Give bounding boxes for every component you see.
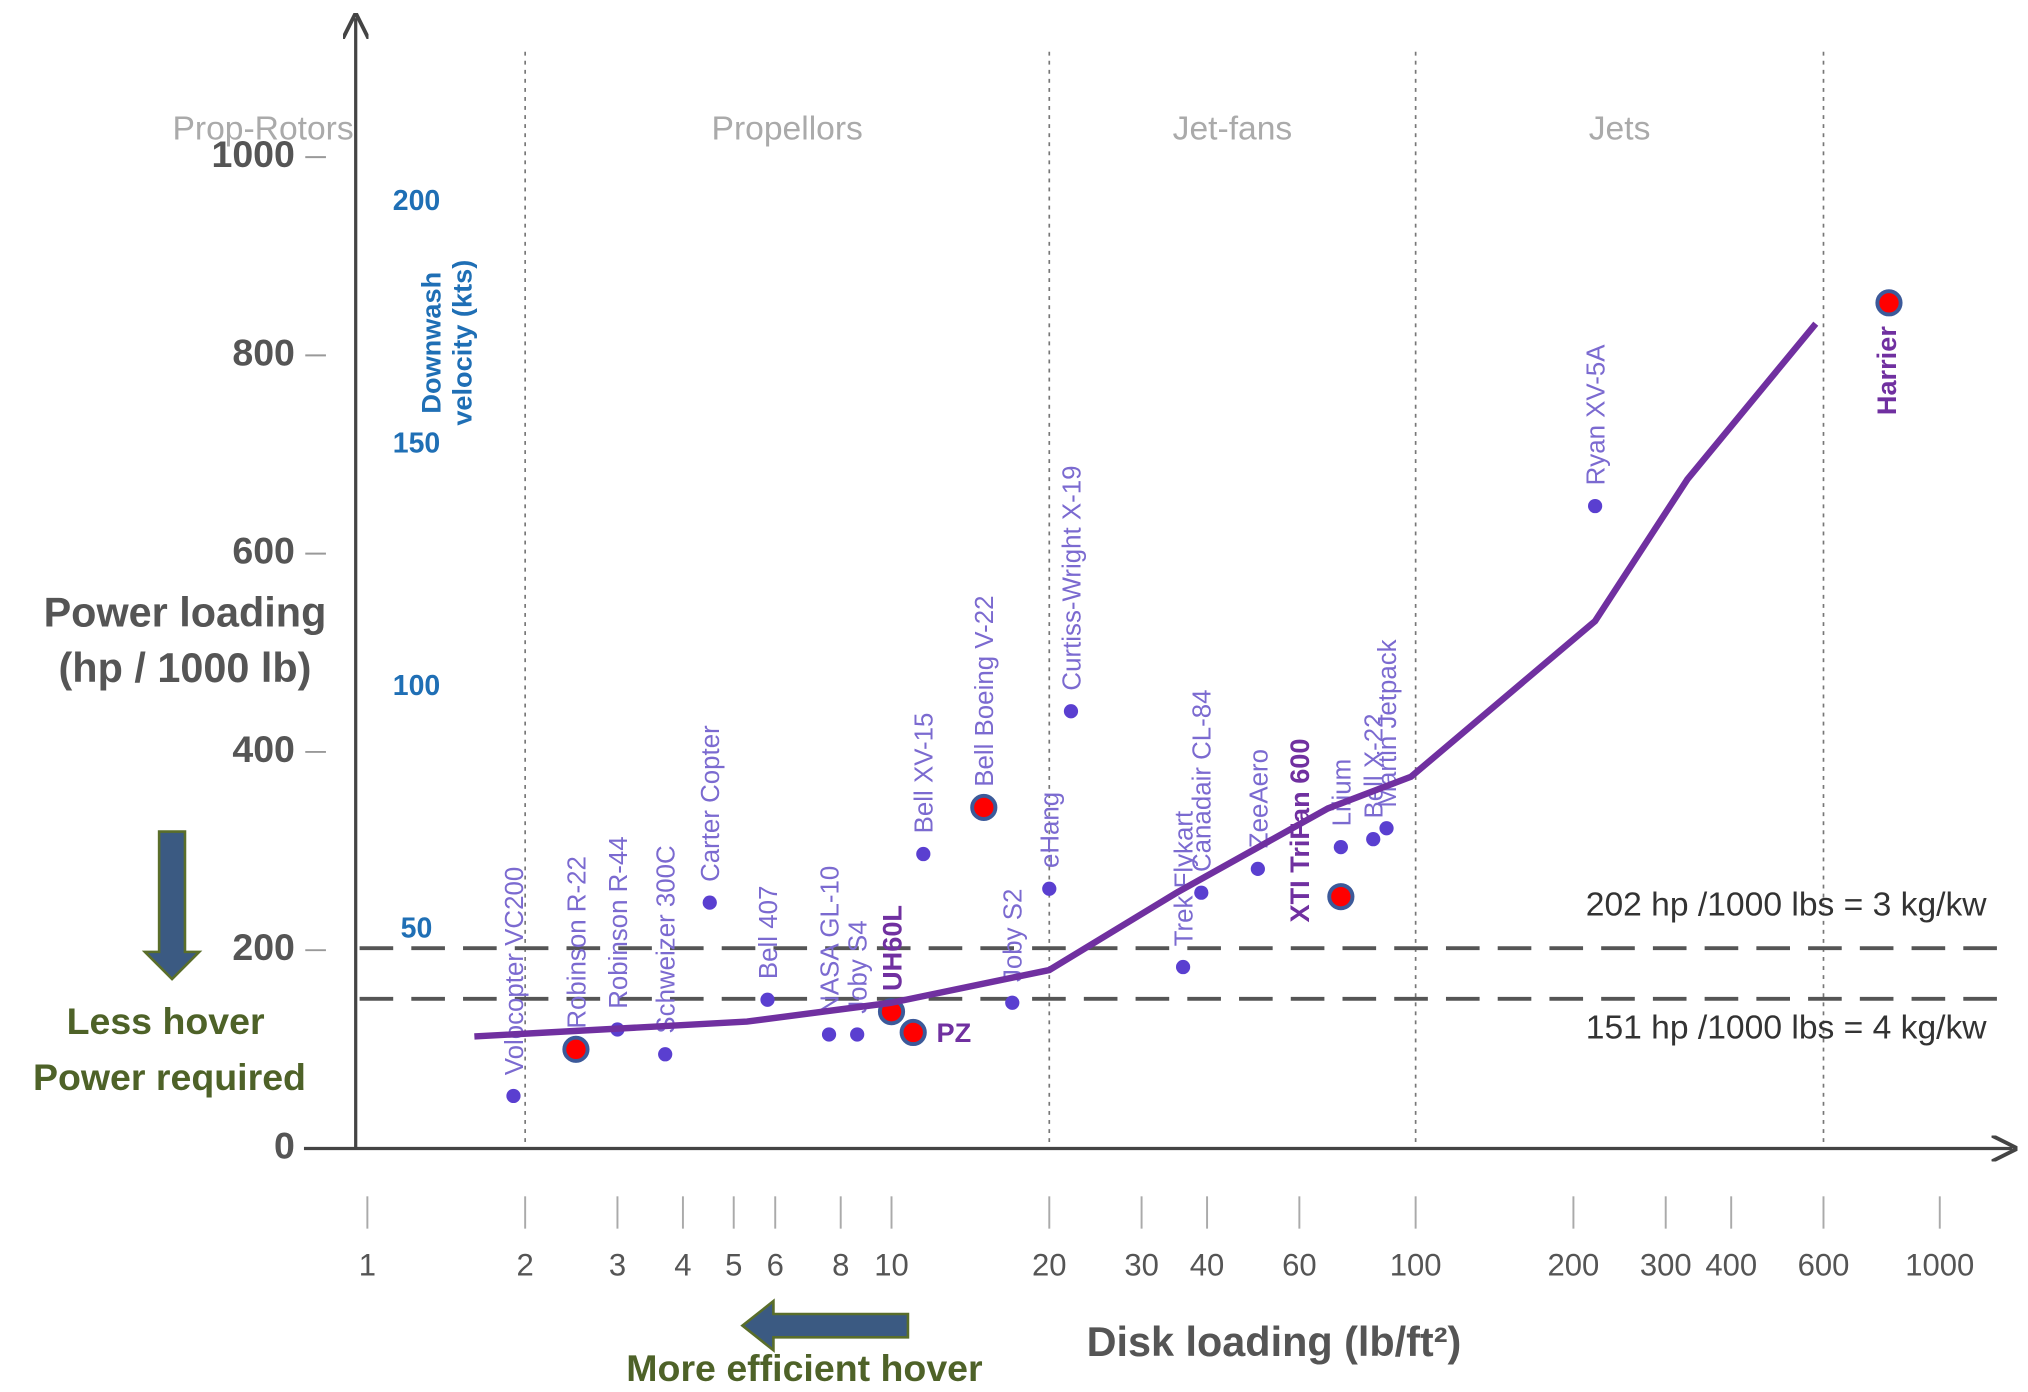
y-axis-label: Power loading — [44, 590, 327, 636]
y2-tick-label: 150 — [393, 428, 440, 460]
data-point — [1334, 840, 1348, 854]
point-label: Volocopter VC200 — [501, 867, 529, 1075]
data-point — [916, 847, 930, 861]
data-point — [1588, 499, 1602, 513]
point-label: Joby S4 — [845, 920, 873, 1013]
threshold-label: 202 hp /1000 lbs = 3 kg/kw — [1586, 887, 1988, 924]
left-arrow — [742, 1301, 908, 1350]
data-point — [1329, 885, 1352, 908]
data-point — [760, 993, 774, 1007]
x-tick-label: 200 — [1548, 1248, 1600, 1283]
region-label: Prop-Rotors — [172, 111, 353, 148]
point-label: PZ — [936, 1017, 971, 1048]
point-label: ZeeAero — [1245, 749, 1273, 848]
data-point — [1251, 862, 1265, 876]
data-point — [972, 796, 995, 819]
point-label: UH60L — [876, 905, 907, 991]
data-point — [1379, 821, 1393, 835]
point-label: Schweizer 300C — [653, 845, 681, 1033]
y-tick-label: 400 — [232, 728, 295, 770]
y2-tick-label: 200 — [393, 185, 440, 217]
data-point — [564, 1038, 587, 1061]
x-axis-label: Disk loading (lb/ft²) — [1087, 1319, 1462, 1365]
annotation: More efficient hover — [626, 1347, 983, 1389]
x-tick-label: 400 — [1705, 1248, 1757, 1283]
x-tick-label: 40 — [1190, 1248, 1225, 1283]
x-tick-label: 3 — [609, 1248, 626, 1283]
x-tick-label: 30 — [1124, 1248, 1159, 1283]
x-tick-label: 300 — [1640, 1248, 1692, 1283]
data-point — [1042, 882, 1056, 896]
data-point — [1366, 832, 1380, 846]
data-point — [850, 1027, 864, 1041]
point-label: Bell 407 — [755, 886, 783, 979]
data-point — [1176, 960, 1190, 974]
x-tick-label: 2 — [517, 1248, 534, 1283]
point-label: Ryan XV-5A — [1583, 344, 1611, 486]
y2-tick-label: 50 — [401, 913, 433, 945]
point-label: Joby S2 — [1000, 889, 1028, 982]
down-arrow — [145, 832, 199, 979]
data-point — [1877, 291, 1900, 314]
annotation: Power required — [33, 1056, 306, 1098]
x-tick-label: 600 — [1798, 1248, 1850, 1283]
point-label: Canadair CL-84 — [1189, 689, 1217, 872]
y2-tick-label: 100 — [393, 670, 440, 702]
threshold-label: 151 hp /1000 lbs = 4 kg/kw — [1586, 1010, 1988, 1047]
data-point — [658, 1047, 672, 1061]
data-point — [506, 1089, 520, 1103]
point-label: eHang — [1037, 792, 1065, 868]
point-label: Carter Copter — [697, 725, 725, 882]
point-label: Curtiss-Wright X-19 — [1058, 465, 1086, 690]
x-tick-label: 8 — [832, 1248, 849, 1283]
point-label: Lilium — [1328, 759, 1356, 827]
point-label: Bell XV-15 — [911, 713, 939, 834]
point-label: NASA GL-10 — [816, 866, 844, 1014]
data-point — [822, 1027, 836, 1041]
x-tick-label: 100 — [1390, 1248, 1442, 1283]
data-point — [1064, 704, 1078, 718]
y2-axis-label: Downwash — [415, 272, 446, 414]
data-point — [902, 1021, 925, 1044]
annotation: Less hover — [67, 1000, 265, 1042]
data-point — [1005, 996, 1019, 1010]
y-tick-label: 200 — [232, 926, 295, 968]
y2-axis-label: velocity (kts) — [447, 260, 478, 426]
x-tick-label: 4 — [674, 1248, 691, 1283]
point-label: Robinson R-22 — [563, 856, 591, 1029]
region-label: Jets — [1589, 111, 1651, 148]
x-tick-label: 60 — [1282, 1248, 1317, 1283]
region-label: Jet-fans — [1173, 111, 1293, 148]
data-point — [703, 895, 717, 909]
y-tick-label: 600 — [232, 530, 295, 572]
x-tick-label: 20 — [1032, 1248, 1067, 1283]
chart: 0 200 400 600 800 1000 50 100 150 200 1 2 3 456 8 10 20 3… — [0, 0, 2028, 1392]
y-tick-label: 800 — [232, 331, 295, 373]
x-tick-label: 1000 — [1905, 1248, 1974, 1283]
data-point — [1194, 886, 1208, 900]
x-tick-label: 5 — [725, 1248, 742, 1283]
region-label: Propellors — [712, 111, 863, 148]
point-label: Bell Boeing V-22 — [971, 596, 999, 787]
y-tick-label: 0 — [274, 1124, 295, 1166]
point-label: Robinson R-44 — [605, 836, 633, 1009]
x-tick-label: 6 — [767, 1248, 784, 1283]
x-tick-label: 10 — [874, 1248, 909, 1283]
y-axis-label: (hp / 1000 lb) — [59, 645, 312, 691]
x-tick-label: 1 — [359, 1248, 376, 1283]
point-label: Harrier — [1871, 326, 1902, 415]
